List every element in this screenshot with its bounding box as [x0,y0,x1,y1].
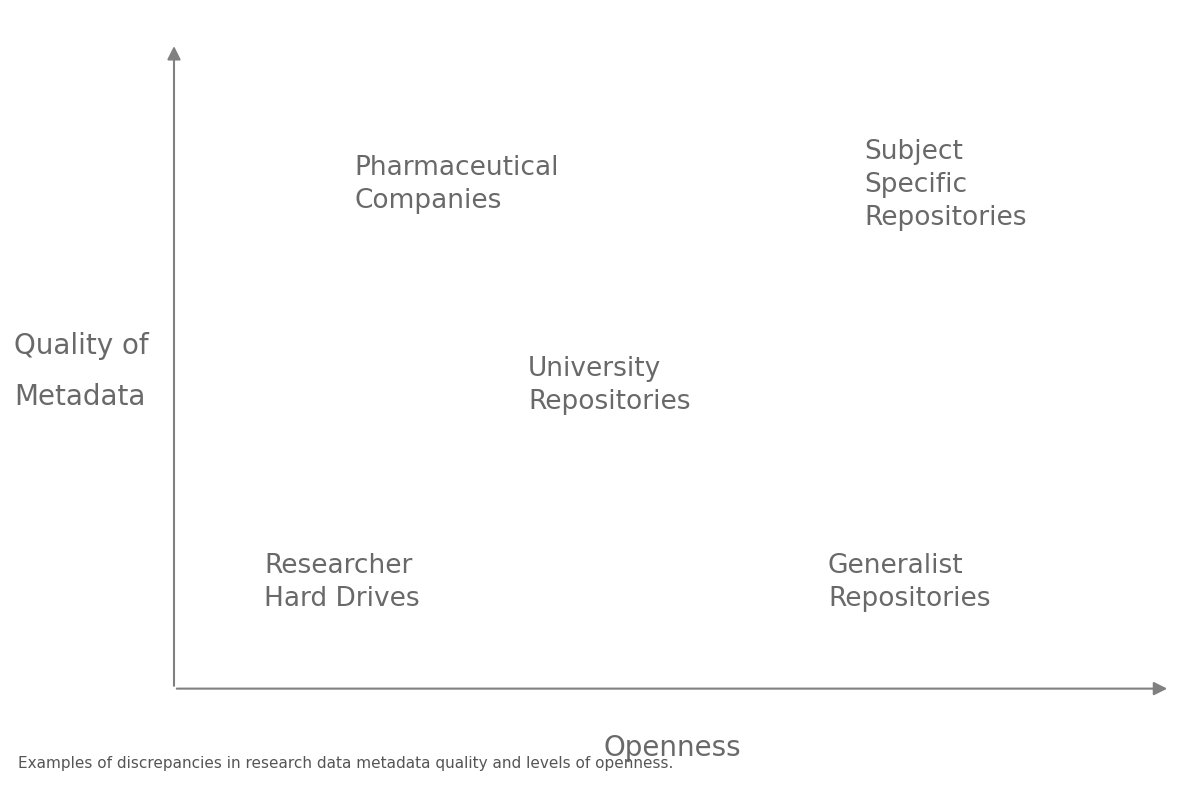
Text: Examples of discrepancies in research data metadata quality and levels of openne: Examples of discrepancies in research da… [18,756,673,771]
Text: Researcher
Hard Drives: Researcher Hard Drives [264,553,420,611]
Text: Quality of: Quality of [14,332,149,360]
Text: Pharmaceutical
Companies: Pharmaceutical Companies [354,156,558,214]
Text: Generalist
Repositories: Generalist Repositories [828,553,990,611]
Text: University
Repositories: University Repositories [528,357,690,415]
Text: Openness: Openness [604,733,740,762]
Text: Metadata: Metadata [14,383,145,412]
Text: Subject
Specific
Repositories: Subject Specific Repositories [864,139,1026,231]
